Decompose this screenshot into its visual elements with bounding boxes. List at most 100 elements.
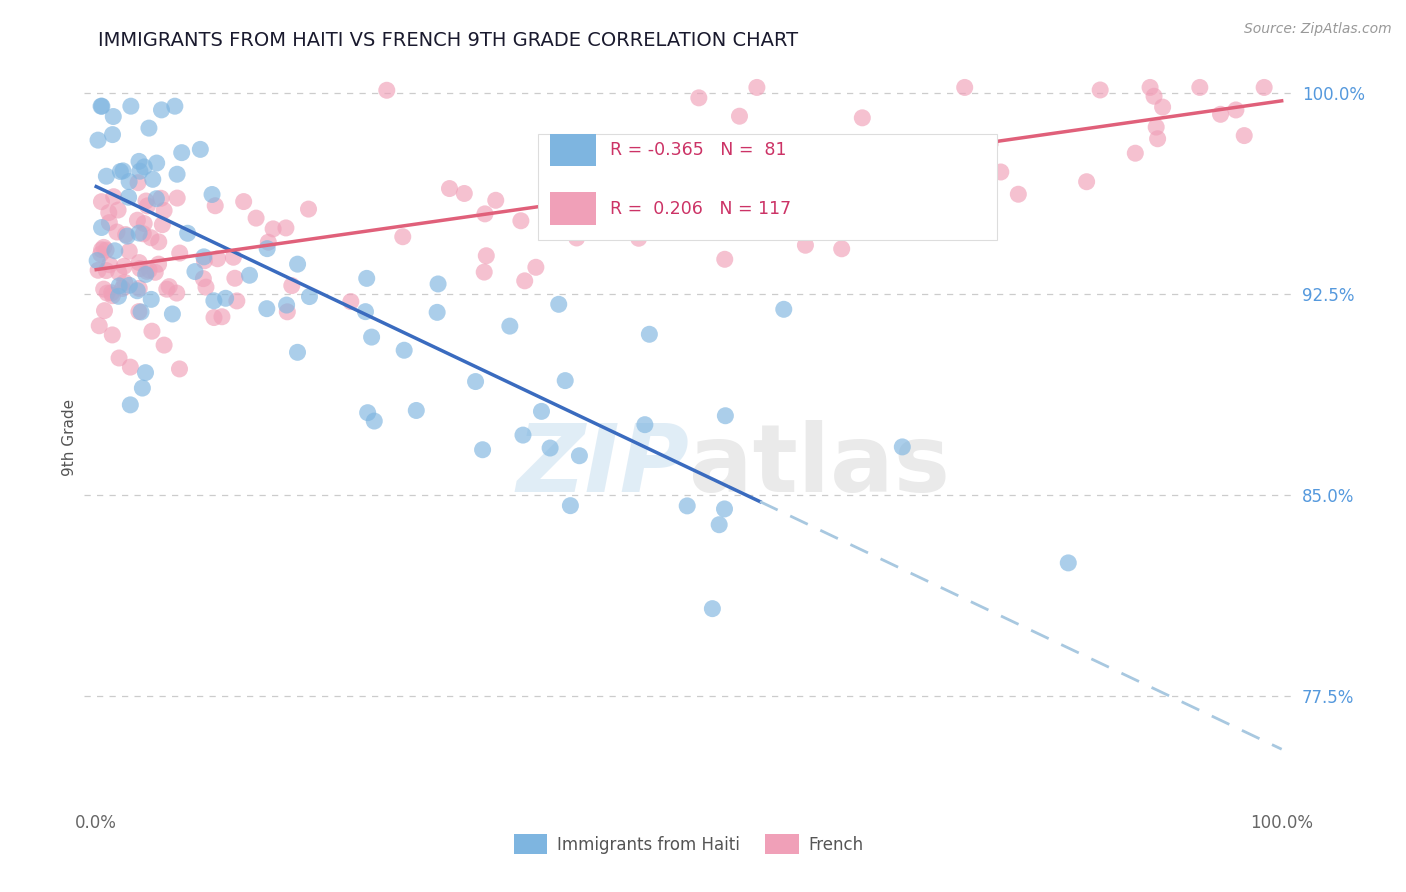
Point — [702, 601, 724, 615]
Point — [256, 242, 278, 256]
Point — [554, 374, 576, 388]
Point — [585, 195, 607, 210]
Point — [538, 441, 561, 455]
Point — [427, 277, 450, 291]
Point — [153, 338, 176, 352]
Point — [93, 303, 115, 318]
Point — [105, 225, 128, 239]
Point — [634, 417, 657, 432]
Point — [134, 217, 156, 231]
Point — [150, 218, 173, 232]
Point — [1225, 103, 1247, 117]
Point — [568, 449, 591, 463]
Point — [134, 160, 156, 174]
Point — [132, 227, 155, 241]
Point — [257, 235, 280, 250]
Point — [627, 231, 650, 245]
Point — [87, 133, 110, 147]
Point — [127, 176, 149, 190]
Point — [117, 190, 139, 204]
Point — [108, 351, 131, 365]
Point — [90, 243, 112, 257]
Point — [114, 276, 136, 290]
Point — [120, 99, 142, 113]
Point — [110, 164, 132, 178]
Point — [772, 302, 794, 317]
Point — [149, 191, 172, 205]
Point — [638, 327, 661, 342]
Point — [202, 310, 225, 325]
Point — [979, 136, 1001, 151]
Point — [138, 121, 160, 136]
Point — [107, 266, 129, 280]
Point — [128, 281, 150, 295]
Point — [281, 278, 304, 293]
Point — [139, 231, 162, 245]
Point — [1188, 80, 1211, 95]
Point — [101, 128, 124, 142]
Point — [360, 330, 382, 344]
Point — [287, 345, 309, 359]
Point — [138, 263, 160, 277]
Point — [453, 186, 475, 201]
Point — [112, 260, 135, 274]
Point — [141, 324, 163, 338]
Point — [471, 442, 494, 457]
Point — [565, 231, 588, 245]
Point — [676, 499, 699, 513]
Point — [232, 194, 254, 209]
Point — [166, 286, 188, 301]
Point — [509, 214, 531, 228]
Point — [298, 289, 321, 303]
Point — [135, 268, 157, 282]
Y-axis label: 9th Grade: 9th Grade — [62, 399, 77, 475]
Point — [354, 304, 377, 318]
Point — [848, 139, 870, 153]
Point — [93, 282, 115, 296]
Point — [953, 80, 976, 95]
Point — [256, 301, 278, 316]
Point — [1123, 146, 1146, 161]
Point — [166, 167, 188, 181]
Point — [135, 264, 157, 278]
Point — [524, 260, 547, 275]
Point — [128, 226, 150, 240]
Point — [851, 111, 873, 125]
Text: R = -0.365   N =  81: R = -0.365 N = 81 — [610, 141, 787, 160]
Point — [89, 318, 111, 333]
Point — [193, 271, 215, 285]
Point — [107, 289, 129, 303]
Point — [166, 191, 188, 205]
Point — [952, 152, 974, 166]
Point — [142, 172, 165, 186]
Point — [145, 192, 167, 206]
Point — [464, 375, 486, 389]
Point — [90, 99, 112, 113]
Point — [157, 279, 180, 293]
Point — [472, 265, 495, 279]
Point — [96, 286, 118, 301]
Point — [238, 268, 260, 283]
Point — [891, 440, 914, 454]
Point — [162, 307, 184, 321]
Point — [474, 207, 496, 221]
Point — [100, 285, 122, 300]
FancyBboxPatch shape — [538, 134, 997, 240]
Text: ZIP: ZIP — [516, 420, 689, 512]
Point — [87, 263, 110, 277]
Point — [108, 278, 131, 293]
Point — [363, 414, 385, 428]
Point — [485, 194, 508, 208]
Point — [297, 202, 319, 216]
Point — [103, 190, 125, 204]
Text: R =  0.206   N = 117: R = 0.206 N = 117 — [610, 200, 792, 218]
Point — [245, 211, 267, 226]
Point — [86, 253, 108, 268]
Point — [98, 216, 121, 230]
Point — [211, 310, 233, 324]
Point — [512, 428, 534, 442]
Point — [94, 243, 117, 257]
Point — [262, 222, 284, 236]
Point — [713, 252, 735, 267]
Point — [127, 213, 149, 227]
